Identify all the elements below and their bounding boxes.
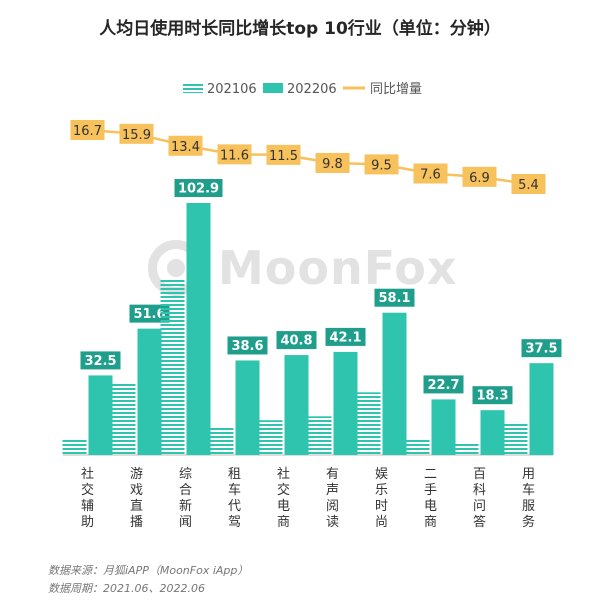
- data-label-bg: [325, 327, 366, 346]
- growth-data-label: 9.5: [371, 158, 392, 173]
- growth-label-bg: [413, 163, 448, 184]
- growth-label-bg: [266, 144, 301, 165]
- x-tick-label: 二手电商: [424, 467, 437, 530]
- growth-data-label: 13.4: [171, 140, 200, 155]
- growth-label-bg: [217, 144, 252, 165]
- bar-202106: [307, 416, 332, 455]
- bar-202206: [284, 355, 309, 455]
- bar-202106: [209, 427, 234, 455]
- x-tick-label: 娱乐时尚: [375, 467, 388, 530]
- growth-data-label: 11.5: [269, 149, 298, 164]
- bar-202206: [431, 399, 456, 455]
- growth-data-label: 6.9: [469, 171, 490, 186]
- x-tick-label: 有声阅读: [326, 467, 339, 530]
- legend-swatch-202206: [263, 83, 283, 93]
- x-tick-label: 用车服务: [522, 467, 535, 530]
- x-tick-label: 社交辅助: [81, 466, 94, 530]
- data-label-bg: [80, 351, 121, 370]
- legend-swatch-202106: [183, 83, 203, 93]
- bar-202206: [529, 363, 554, 455]
- x-tick-label: 租车代驾: [228, 467, 241, 530]
- data-label-bg: [174, 179, 223, 197]
- data-label-202206: 40.8: [280, 334, 312, 349]
- growth-data-label: 5.4: [518, 178, 539, 193]
- data-label-202206: 37.5: [525, 342, 557, 357]
- bar-202206: [333, 351, 358, 455]
- bar-202106: [160, 278, 185, 455]
- data-label-bg: [276, 331, 317, 350]
- watermark-text: MoonFox: [218, 241, 458, 295]
- data-label-bg: [374, 288, 415, 307]
- growth-data-label: 11.6: [220, 148, 249, 163]
- data-label-202206: 102.9: [178, 182, 219, 197]
- x-tick-label: 社交电商: [277, 466, 290, 530]
- bar-202206: [480, 410, 505, 455]
- growth-data-label: 7.6: [420, 167, 441, 182]
- data-label-202206: 58.1: [378, 291, 410, 306]
- growth-line: [87, 128, 529, 186]
- x-tick-label: 游戏直播: [130, 467, 143, 530]
- bar-202106: [62, 438, 87, 455]
- bar-202206: [186, 203, 211, 455]
- x-tick-label: 综合新闻: [179, 467, 192, 530]
- bar-202106: [258, 420, 283, 455]
- bar-202106: [111, 383, 136, 455]
- data-label-202206: 18.3: [476, 389, 508, 404]
- bar-202106: [454, 443, 479, 455]
- data-label-bg: [227, 336, 268, 355]
- data-label-202206: 42.1: [329, 330, 361, 345]
- growth-label-bg: [119, 123, 154, 144]
- bar-202206: [137, 328, 162, 455]
- data-label-202206: 38.6: [231, 339, 263, 354]
- data-label-bg: [129, 304, 170, 323]
- bar-202106: [503, 421, 528, 455]
- data-label-202206: 32.5: [84, 354, 116, 369]
- growth-data-label: 16.7: [73, 124, 102, 139]
- bar-202206: [382, 312, 407, 455]
- legend-label-202106: 202106: [207, 82, 257, 97]
- bar-202206: [235, 360, 260, 455]
- bar-202106: [356, 392, 381, 455]
- data-label-bg: [423, 375, 464, 394]
- growth-label-bg: [364, 154, 399, 175]
- bar-202206: [88, 375, 113, 455]
- period-note: 数据周期：2021.06、2022.06: [48, 582, 205, 595]
- growth-label-bg: [315, 152, 350, 173]
- growth-label-bg: [168, 135, 203, 156]
- growth-label-bg: [70, 120, 105, 140]
- growth-label-bg: [511, 174, 546, 194]
- legend-label-202206: 202206: [287, 82, 337, 97]
- growth-label-bg: [462, 166, 497, 187]
- data-label-bg: [521, 339, 562, 358]
- data-label-bg: [472, 386, 513, 405]
- data-label-202206: 51.6: [133, 307, 165, 322]
- x-tick-label: 百科问答: [473, 467, 486, 530]
- growth-data-label: 9.8: [322, 157, 343, 172]
- bar-202106: [405, 439, 430, 455]
- source-note: 数据来源：月狐iAPP（MoonFox iApp）: [48, 564, 249, 577]
- data-label-202206: 22.7: [427, 378, 459, 393]
- chart-title: 人均日使用时长同比增长top 10行业（单位：分钟）: [99, 19, 501, 39]
- growth-data-label: 15.9: [122, 128, 151, 143]
- legend-label-growth: 同比增量: [370, 82, 422, 97]
